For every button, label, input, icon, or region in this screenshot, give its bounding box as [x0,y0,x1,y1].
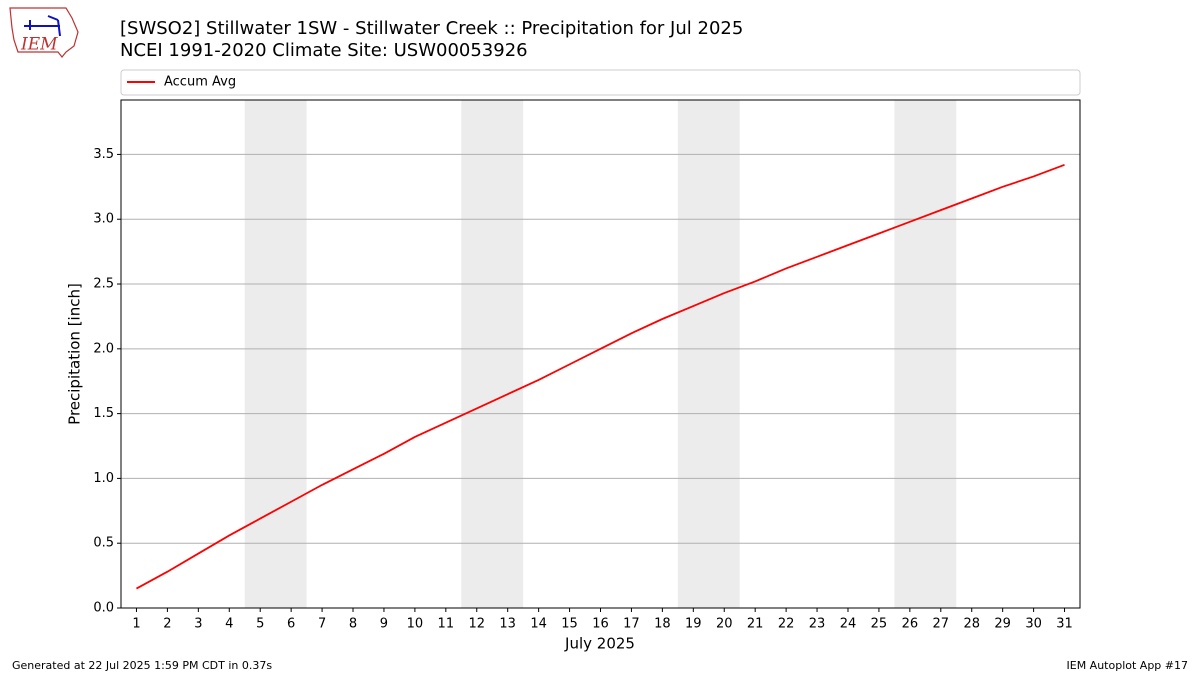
x-tick-label: 25 [871,617,888,632]
x-tick-label: 10 [407,617,424,632]
legend-label: Accum Avg [164,75,236,90]
y-tick-label: 3.5 [93,147,114,162]
x-tick-label: 2 [163,617,171,632]
x-tick-label: 13 [499,617,516,632]
plot-frame [120,99,1081,609]
weekend-band [461,100,524,608]
x-tick-label: 6 [287,617,295,632]
x-tick-label: 4 [225,617,233,632]
series-line [136,163,1065,590]
weekend-band [244,100,307,608]
x-tick-label: 5 [256,617,264,632]
x-tick-label: 29 [994,617,1011,632]
logo-icon [24,15,61,37]
x-tick-label: 8 [349,617,357,632]
x-tick-label: 27 [933,617,950,632]
y-tick-label: 1.0 [93,471,114,486]
x-tick-label: 18 [654,617,671,632]
logo: IEM [9,7,79,58]
footer-right: IEM Autoplot App #17 [1067,659,1189,672]
weekend-band [894,100,957,608]
x-tick-label: 7 [318,617,326,632]
y-tick-label: 0.0 [93,601,114,616]
x-tick-label: 15 [561,617,578,632]
weekend-band [677,100,740,608]
footer-left: Generated at 22 Jul 2025 1:59 PM CDT in … [12,659,272,672]
x-tick-label: 22 [778,617,795,632]
x-tick-label: 31 [1056,617,1073,632]
x-tick-label: 20 [716,617,733,632]
x-tick-label: 21 [747,617,764,632]
x-tick-label: 24 [840,617,857,632]
x-tick-label: 12 [468,617,485,632]
x-tick-label: 17 [623,617,640,632]
y-tick-label: 3.0 [93,212,114,227]
x-tick-label: 16 [592,617,609,632]
x-axis-label: July 2025 [564,635,635,653]
x-tick-label: 1 [132,617,140,632]
x-tick-label: 19 [685,617,702,632]
x-tick-label: 3 [194,617,202,632]
logo-text: IEM [20,35,58,55]
x-tick-label: 11 [438,617,455,632]
x-tick-label: 30 [1025,617,1042,632]
y-tick-label: 0.5 [93,536,114,551]
chart-title: [SWSO2] Stillwater 1SW - Stillwater Cree… [120,18,743,39]
x-tick-label: 14 [530,617,547,632]
chart-subtitle: NCEI 1991-2020 Climate Site: USW00053926 [120,40,528,61]
x-tick-label: 23 [809,617,826,632]
y-tick-label: 1.5 [93,406,114,421]
logo-outline [9,7,79,58]
x-tick-label: 26 [902,617,919,632]
y-axis-label: Precipitation [inch] [66,283,84,425]
y-tick-label: 2.5 [93,277,114,292]
x-tick-label: 9 [380,617,388,632]
legend-box [120,69,1081,96]
x-tick-label: 28 [963,617,980,632]
y-tick-label: 2.0 [93,341,114,356]
